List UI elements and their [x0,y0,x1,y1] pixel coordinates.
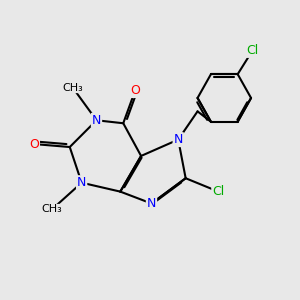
Text: N: N [92,114,101,127]
Text: CH₃: CH₃ [41,204,62,214]
Text: N: N [173,133,183,146]
Text: CH₃: CH₃ [62,82,83,93]
Text: Cl: Cl [212,185,224,198]
Text: O: O [130,84,140,97]
Text: O: O [29,138,39,151]
Text: N: N [147,197,156,210]
Text: Cl: Cl [246,44,259,57]
Text: N: N [77,176,86,189]
